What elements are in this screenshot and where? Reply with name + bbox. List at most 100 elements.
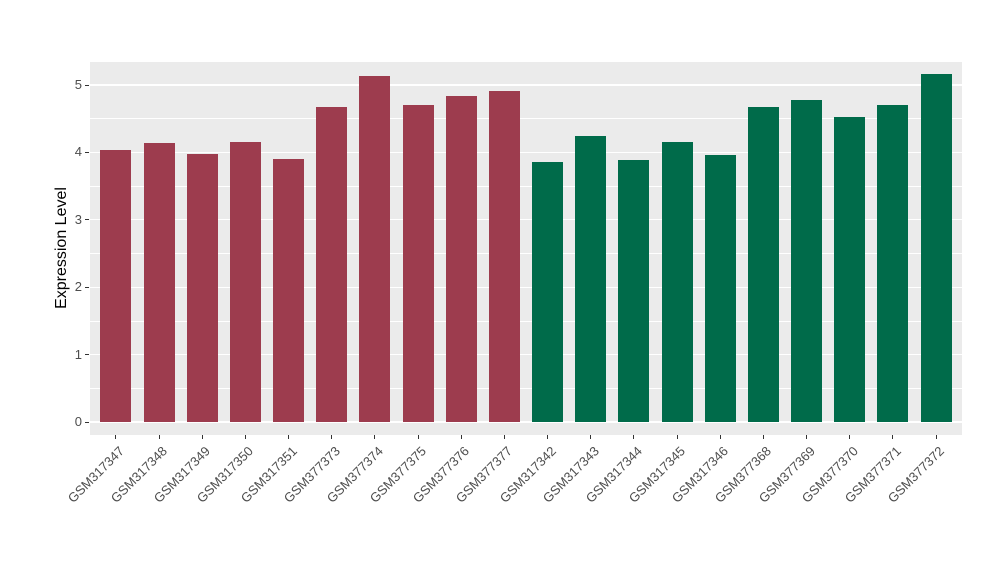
y-tick-mark — [85, 84, 89, 86]
x-tick-label-text: GSM317344 — [582, 443, 645, 506]
bar — [877, 104, 909, 422]
x-tick-label-text: GSM377370 — [798, 443, 861, 506]
x-tick-label: GSM317342 — [0, 441, 558, 505]
major-gridline — [90, 84, 962, 86]
bar — [834, 116, 866, 422]
x-tick-label-text: GSM317343 — [539, 443, 602, 506]
x-tick-mark — [158, 435, 160, 439]
minor-gridline — [90, 253, 962, 254]
y-tick-mark — [85, 151, 89, 153]
bar — [445, 95, 477, 422]
x-tick-label-text: GSM377376 — [409, 443, 473, 506]
x-tick-label-text: GSM317351 — [237, 443, 300, 506]
x-tick-label: GSM317346 — [0, 441, 731, 505]
plot-panel — [90, 62, 962, 435]
major-gridline — [90, 219, 962, 221]
x-tick-mark — [331, 435, 333, 439]
x-tick-label: GSM377369 — [0, 441, 817, 505]
bar — [791, 99, 823, 422]
x-tick-label: GSM377373 — [0, 441, 342, 505]
x-tick-mark — [590, 435, 592, 439]
x-tick-label: GSM317347 — [0, 441, 127, 505]
x-tick-label-text: GSM317350 — [194, 443, 257, 506]
x-tick-mark — [503, 435, 505, 439]
bar — [618, 159, 650, 422]
x-tick-label: GSM317348 — [0, 441, 170, 505]
major-gridline — [90, 353, 962, 356]
x-tick-label-text: GSM377375 — [366, 443, 430, 506]
x-tick-mark — [892, 435, 894, 439]
bar — [229, 141, 261, 422]
bar — [316, 107, 348, 422]
x-tick-label-text: GSM377377 — [453, 443, 516, 506]
bar — [100, 149, 132, 422]
x-tick-mark — [288, 435, 290, 439]
x-tick-mark — [676, 435, 678, 439]
x-tick-label: GSM317351 — [0, 441, 299, 505]
x-tick-label-text: GSM317342 — [496, 443, 559, 506]
y-axis-title: Expression Level — [53, 187, 70, 309]
y-tick-mark — [85, 421, 89, 423]
minor-gridline — [90, 387, 962, 389]
major-gridline — [90, 421, 962, 423]
x-tick-label-text: GSM377369 — [755, 443, 818, 506]
x-tick-label-text: GSM377372 — [884, 443, 948, 506]
x-tick-label-text: GSM317349 — [150, 443, 214, 506]
x-tick-mark — [374, 435, 376, 439]
y-tick-label: 0 — [74, 414, 82, 429]
x-tick-label: GSM317343 — [0, 441, 601, 505]
y-tick-mark — [85, 354, 89, 356]
x-tick-label-text: GSM317348 — [107, 443, 171, 506]
x-tick-label: GSM317344 — [0, 441, 645, 505]
x-tick-label: GSM377372 — [0, 441, 947, 505]
x-tick-label: GSM377376 — [0, 441, 472, 505]
bar — [661, 142, 693, 422]
x-tick-label: GSM317349 — [0, 441, 213, 505]
bar — [402, 104, 434, 422]
minor-gridline — [90, 118, 962, 120]
y-tick-label: 1 — [74, 346, 82, 362]
x-tick-mark — [762, 435, 764, 439]
x-tick-mark — [719, 435, 721, 439]
x-tick-label-text: GSM377371 — [841, 443, 904, 506]
x-tick-label: GSM377377 — [0, 441, 515, 505]
x-tick-mark — [633, 435, 635, 439]
bar — [359, 76, 391, 422]
y-tick-mark — [85, 219, 89, 221]
minor-gridline — [90, 185, 962, 187]
x-tick-label-text: GSM317345 — [625, 443, 689, 506]
x-tick-mark — [460, 435, 462, 439]
x-tick-label: GSM377371 — [0, 441, 904, 505]
x-tick-mark — [417, 435, 419, 439]
bar — [747, 107, 779, 422]
x-tick-label-text: GSM377373 — [280, 443, 343, 506]
bar — [143, 142, 175, 422]
x-tick-mark — [806, 435, 808, 439]
bar — [532, 161, 564, 422]
bar — [488, 91, 520, 422]
x-tick-label-text: GSM377374 — [323, 443, 386, 506]
bar — [186, 153, 218, 422]
x-tick-label: GSM377375 — [0, 441, 429, 505]
x-tick-mark — [115, 435, 117, 439]
y-tick-label: 4 — [74, 144, 82, 160]
bar — [575, 136, 607, 422]
x-tick-label-text: GSM317347 — [64, 443, 127, 506]
bar — [704, 155, 736, 422]
y-tick-mark — [85, 286, 89, 288]
x-tick-label-text: GSM317346 — [668, 443, 732, 506]
bar — [273, 159, 305, 422]
x-tick-mark — [935, 435, 937, 439]
x-tick-label: GSM317350 — [0, 441, 256, 505]
x-tick-mark — [849, 435, 851, 439]
major-gridline — [90, 286, 962, 288]
x-tick-mark — [547, 435, 549, 439]
x-tick-label: GSM377368 — [0, 441, 774, 505]
x-tick-label-text: GSM377368 — [712, 443, 775, 506]
bar — [920, 74, 952, 422]
x-tick-label: GSM377374 — [0, 441, 386, 505]
y-tick-label: 5 — [74, 77, 82, 92]
x-tick-label: GSM377370 — [0, 441, 860, 505]
major-gridline — [90, 151, 962, 154]
